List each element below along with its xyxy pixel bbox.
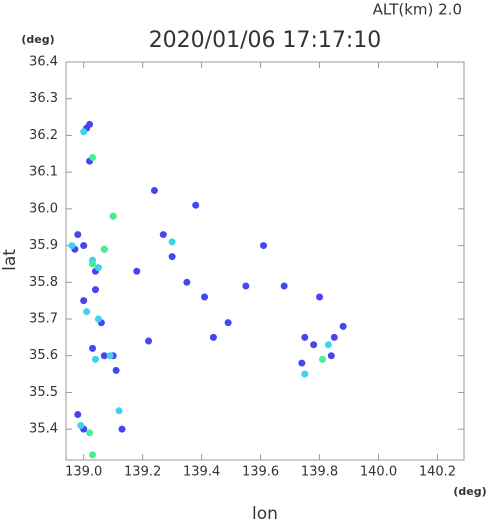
echo-point <box>168 238 176 246</box>
echo-point <box>89 344 97 352</box>
echo-point <box>168 253 176 261</box>
echo-point <box>339 322 347 330</box>
echo-point <box>327 352 335 360</box>
echo-point <box>260 242 268 250</box>
y-tick-label: 36.1 <box>29 165 58 180</box>
echo-point <box>74 231 82 239</box>
echo-point <box>77 421 85 429</box>
echo-point <box>118 425 126 433</box>
echo-point <box>298 359 306 367</box>
echo-point <box>159 231 167 239</box>
echo-point <box>68 242 76 250</box>
echo-point <box>318 355 326 363</box>
echo-point <box>91 355 99 363</box>
echo-point <box>330 333 338 341</box>
echo-point <box>150 187 158 195</box>
echo-point <box>242 282 250 290</box>
echo-point <box>100 245 108 253</box>
echo-point <box>106 352 114 360</box>
echo-point <box>133 267 141 275</box>
echo-point <box>209 333 217 341</box>
echo-point <box>316 293 324 301</box>
echo-point <box>310 341 318 349</box>
echo-point <box>89 260 97 268</box>
x-tick-label: 140.2 <box>419 465 456 480</box>
y-tick-label: 36.3 <box>29 91 58 106</box>
echo-point <box>112 366 120 374</box>
echo-point <box>301 370 309 378</box>
y-tick-label: 35.8 <box>29 275 58 290</box>
echo-point <box>100 352 108 360</box>
x-tick-label: 139.0 <box>65 465 102 480</box>
echo-point <box>80 128 88 136</box>
x-tick-label: 140.0 <box>360 465 397 480</box>
echo-point <box>324 341 332 349</box>
echo-point <box>91 286 99 294</box>
echo-point <box>224 319 232 327</box>
echo-point <box>89 451 97 459</box>
echo-point <box>301 333 309 341</box>
echo-point <box>115 407 123 415</box>
echo-point <box>80 297 88 305</box>
echo-point <box>183 278 191 286</box>
y-tick-label: 35.9 <box>29 238 58 253</box>
echo-point <box>89 153 97 161</box>
plot-frame <box>65 61 465 461</box>
x-tick-label: 139.6 <box>242 465 279 480</box>
chart-title: 2020/01/06 17:17:10 <box>149 28 382 53</box>
y-tick-label: 35.6 <box>29 348 58 363</box>
y-tick-label: 35.4 <box>29 422 58 437</box>
y-tick-label: 35.7 <box>29 312 58 327</box>
echo-point <box>109 212 117 220</box>
echo-point <box>201 293 209 301</box>
y-tick-label: 36.2 <box>29 128 58 143</box>
echo-point <box>145 337 153 345</box>
echo-point <box>86 429 94 437</box>
y-axis-label: lat <box>0 249 20 271</box>
x-unit: (deg) <box>453 485 486 498</box>
echo-point <box>94 315 102 323</box>
x-tick-label: 139.8 <box>301 465 338 480</box>
y-tick-label: 36.4 <box>29 55 58 70</box>
echo-point <box>80 242 88 250</box>
y-tick-label: 36.0 <box>29 201 58 216</box>
echo-point <box>94 264 102 272</box>
x-tick-label: 139.4 <box>183 465 220 480</box>
altitude-label: ALT(km) 2.0 <box>373 1 462 19</box>
x-tick-label: 139.2 <box>124 465 161 480</box>
y-unit: (deg) <box>21 33 54 46</box>
echo-point <box>74 410 82 418</box>
echo-point <box>280 282 288 290</box>
echo-point <box>86 120 94 128</box>
x-axis-label: lon <box>252 504 278 521</box>
echo-point <box>83 308 91 316</box>
echo-point <box>192 201 200 209</box>
y-tick-label: 35.5 <box>29 385 58 400</box>
